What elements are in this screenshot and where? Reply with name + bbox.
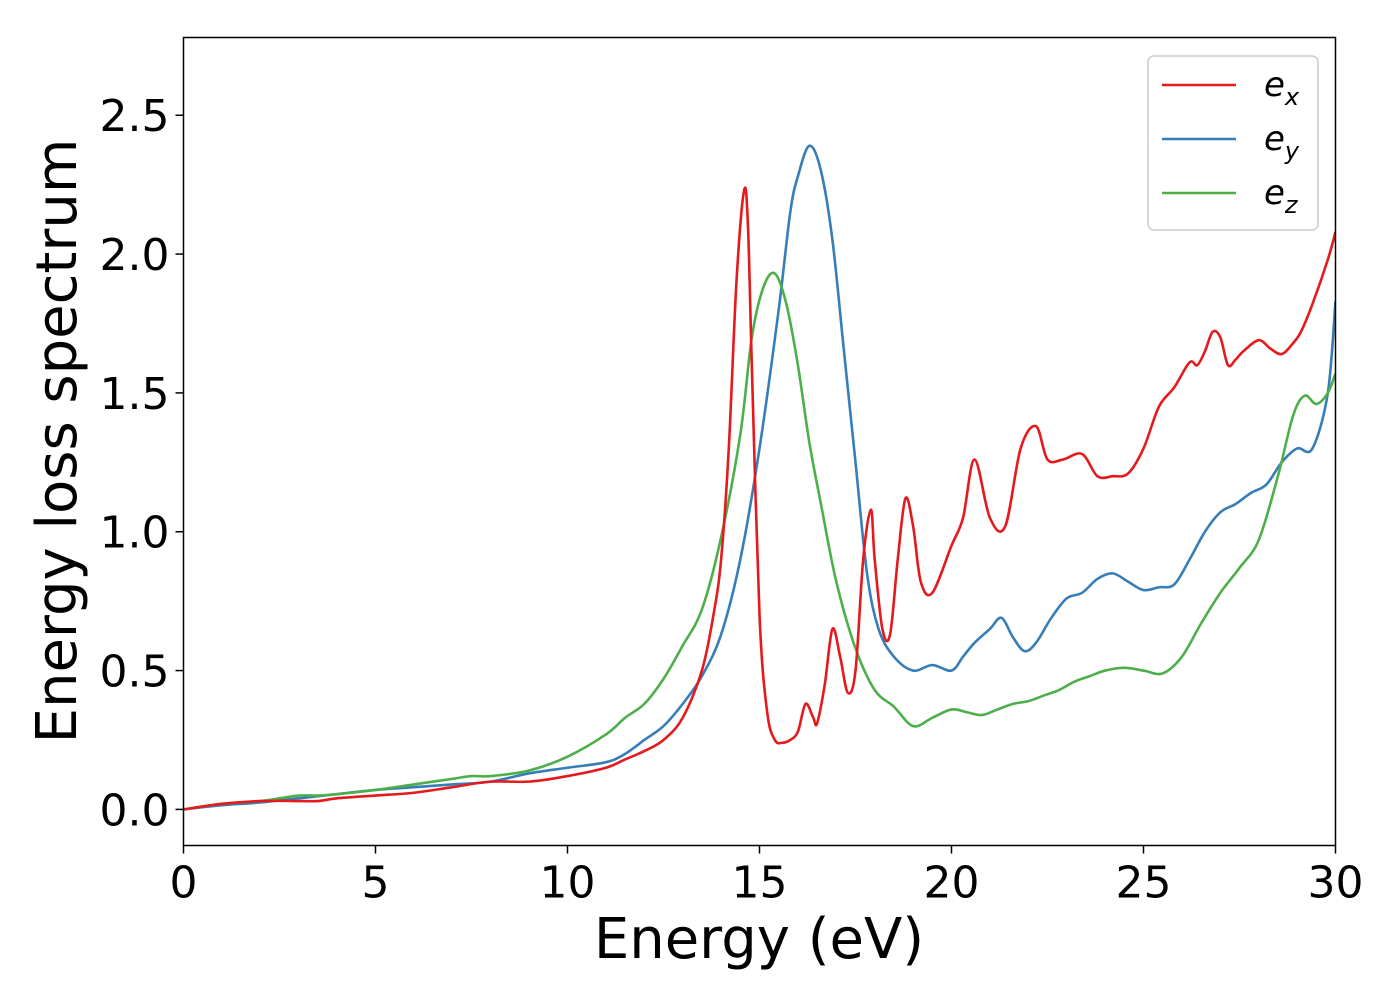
y-tick-label: 0.5 (100, 647, 170, 698)
y-tick-label: 2.5 (100, 91, 170, 142)
legend-label-subscript: z (1284, 191, 1299, 219)
x-axis: 0 5 10 15 20 25 30 (170, 845, 1364, 909)
series-line-x (183, 186, 1336, 811)
legend-box (1147, 55, 1319, 231)
series-line-z (183, 271, 1336, 811)
x-tick-label: 30 (1308, 858, 1364, 909)
x-tick-label: 10 (540, 858, 596, 909)
y-axis-title: Energy loss spectrum (25, 139, 90, 744)
legend-label-base: e (1264, 173, 1285, 213)
y-tick-label: 2.0 (100, 230, 170, 281)
plot-area (183, 144, 1336, 811)
legend-label-y: ey (1264, 119, 1300, 165)
x-tick-label: 0 (170, 858, 198, 909)
legend-label-base: e (1264, 119, 1285, 159)
legend-label-z: ez (1264, 173, 1299, 219)
x-tick-label: 15 (732, 858, 788, 909)
legend-label-base: e (1264, 65, 1285, 105)
y-tick-label: 1.0 (100, 508, 170, 559)
y-tick-label: 0.0 (100, 785, 170, 836)
y-axis: 0.0 0.5 1.0 1.5 2.0 2.5 (100, 91, 184, 836)
legend-label-subscript: y (1284, 137, 1300, 165)
x-tick-label: 20 (924, 858, 980, 909)
series-line-y (183, 144, 1336, 811)
x-axis-title: Energy (eV) (594, 907, 924, 972)
legend-label-x: ex (1264, 65, 1300, 111)
y-tick-label: 1.5 (100, 369, 170, 420)
legend-label-subscript: x (1284, 83, 1300, 111)
x-tick-label: 5 (362, 858, 390, 909)
x-tick-label: 25 (1116, 858, 1172, 909)
